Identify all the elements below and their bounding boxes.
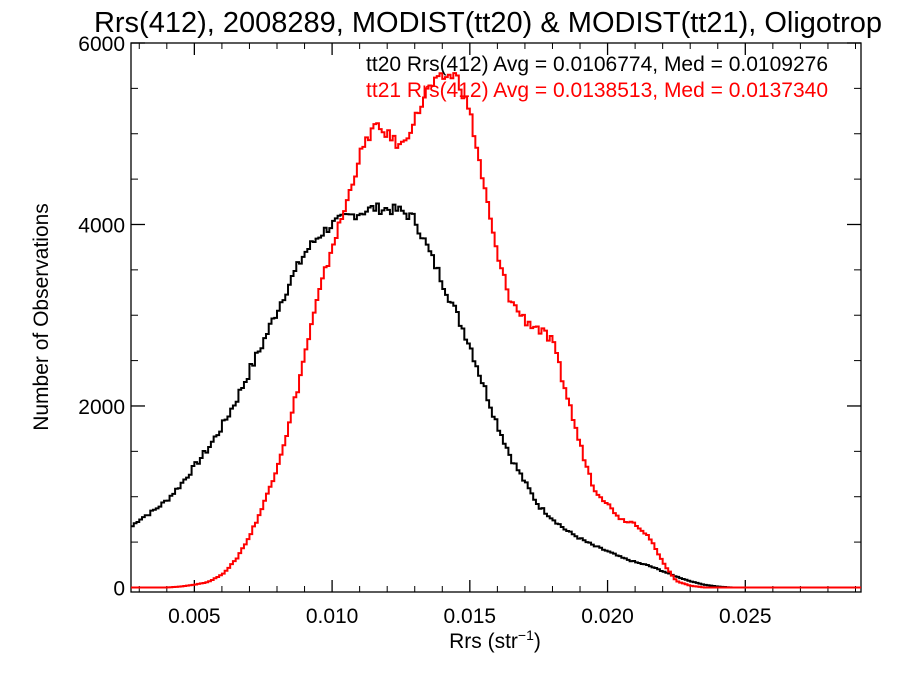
chart-title: Rrs(412), 2008289, MODIST(tt20) & MODIST… (94, 7, 882, 39)
series-layer (131, 72, 861, 589)
x-axis-label: Rrs (str−1) (449, 627, 541, 653)
y-tick-label: 0 (113, 577, 125, 600)
legend-entry-2: tt21 Rrs(412) Avg = 0.0138513, Med = 0.0… (366, 79, 828, 102)
axis-ticks: 0.005 0.010 0.015 0.020 0.025 0 2000 4000 6000 (78, 33, 861, 628)
x-tick-label: 0.020 (581, 605, 634, 628)
y-tick-label: 2000 (78, 396, 125, 419)
y-axis-label: Number of Observations (30, 203, 53, 431)
y-tick-label: 4000 (78, 214, 125, 237)
series-line-2 (131, 72, 861, 589)
x-tick-label: 0.025 (719, 605, 772, 628)
x-tick-label: 0.010 (306, 605, 359, 628)
x-axis-label-end: ) (534, 630, 541, 653)
x-axis-label-superscript: −1 (518, 627, 534, 643)
y-tick-label: 6000 (78, 33, 125, 56)
x-tick-label: 0.015 (444, 605, 497, 628)
plot-frame (130, 42, 862, 593)
x-axis-label-main: Rrs (str (449, 630, 518, 653)
legend: tt20 Rrs(412) Avg = 0.0106774, Med = 0.0… (366, 53, 828, 102)
x-tick-label: 0.005 (168, 605, 221, 628)
legend-entry-1: tt20 Rrs(412) Avg = 0.0106774, Med = 0.0… (366, 53, 828, 76)
series-line-1 (131, 202, 861, 589)
